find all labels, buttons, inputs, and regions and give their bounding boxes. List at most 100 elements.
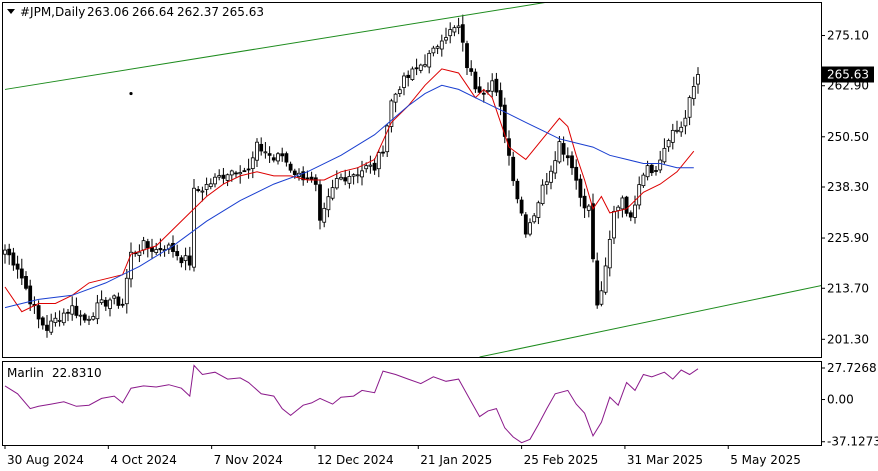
candle-body [498, 90, 503, 107]
candle-body [246, 168, 251, 171]
candle-body [183, 255, 188, 262]
candle-body [519, 199, 524, 214]
candle-body [347, 175, 352, 184]
candle-body [91, 316, 96, 320]
candle-body [418, 64, 423, 71]
candle-body [612, 211, 616, 239]
collapse-triangle-icon[interactable] [7, 9, 15, 14]
candle-body [301, 171, 306, 181]
candle-body [309, 176, 314, 180]
candle-body [141, 240, 146, 251]
candle-body [444, 37, 448, 41]
candle-body [502, 104, 507, 137]
candle-body [351, 174, 356, 177]
candle-body [187, 255, 192, 266]
candle-body [565, 155, 570, 159]
candle-body [431, 47, 436, 54]
candle-body [196, 189, 201, 192]
candle-body [540, 184, 545, 205]
candle-body [486, 90, 490, 92]
candle-body [414, 67, 419, 70]
candle-body [607, 239, 612, 269]
candle-body [473, 71, 478, 90]
candle-body [595, 260, 600, 306]
candle-body [19, 268, 24, 279]
candle-body [276, 153, 280, 162]
candle-body [624, 196, 629, 214]
candle-body [145, 241, 150, 249]
candle-body [318, 184, 322, 221]
candle-body [662, 147, 667, 163]
indicator-chart-area[interactable] [4, 364, 699, 444]
indicator-plot-content [4, 364, 699, 444]
candle-body [448, 29, 453, 37]
candle-body [217, 175, 222, 178]
price-chart-area[interactable] [3, 0, 825, 357]
candle-body [435, 46, 440, 49]
candle-body [24, 275, 28, 289]
low-value: 262.37 [177, 5, 219, 19]
price-axis-label: 201.30 [827, 332, 869, 346]
candle-body [465, 43, 469, 69]
upper-channel-trendline[interactable] [4, 0, 593, 90]
candle-body [649, 164, 654, 174]
last-price-label: 265.63 [827, 67, 869, 81]
axes-layer: 275.10262.90250.50238.30225.90213.70201.… [4, 29, 878, 467]
candle-body [66, 311, 70, 314]
candle-body [515, 180, 520, 200]
candle-body [679, 126, 684, 133]
candle-body [45, 324, 49, 331]
candle-body [528, 222, 532, 235]
candle-body [330, 187, 335, 199]
candle-body [423, 64, 427, 67]
candle-body [213, 176, 217, 185]
candle-body [339, 176, 343, 180]
candle-body [633, 204, 637, 218]
symbol-label: #JPM,Daily [20, 5, 85, 19]
candle-body [200, 190, 205, 193]
candle-body [490, 80, 495, 92]
candle-body [666, 140, 671, 148]
candle-body [343, 177, 348, 182]
candle-body [120, 303, 125, 306]
candle-body [355, 174, 360, 177]
candle-body [129, 251, 133, 280]
candle-body [456, 25, 461, 29]
time-axis-label: 31 Mar 2025 [627, 453, 703, 467]
candle-body [255, 141, 259, 161]
candle-body [544, 181, 549, 186]
candle-body [687, 97, 692, 118]
price-plot-content [3, 0, 824, 357]
candle-body [57, 319, 62, 322]
candle-body [280, 153, 285, 157]
candle-body [591, 203, 595, 260]
price-panel-border [2, 2, 822, 358]
candle-body [494, 78, 499, 93]
candle-body [578, 178, 583, 198]
candle-body [158, 248, 163, 251]
candle-body [263, 151, 268, 154]
candle-body [616, 206, 621, 211]
candle-body [603, 265, 608, 293]
lower-channel-trendline[interactable] [479, 285, 824, 357]
indicator-axis-label: 0.00 [827, 393, 854, 407]
candle-body [99, 299, 104, 304]
candle-body [40, 317, 45, 326]
candle-body [599, 290, 604, 305]
candle-body [154, 249, 159, 253]
candle-body [469, 68, 474, 72]
candle-body [570, 155, 574, 169]
candle-body [208, 183, 213, 187]
candle-body [313, 177, 318, 185]
candle-body [427, 52, 432, 68]
time-axis-label: 4 Oct 2024 [110, 453, 177, 467]
candle-body [675, 129, 679, 132]
high-value: 266.64 [132, 5, 174, 19]
candle-body [460, 24, 465, 43]
candle-body [15, 263, 20, 270]
candle-body [691, 86, 696, 100]
price-axis-label: 213.70 [827, 281, 869, 295]
price-axis-label: 250.50 [827, 130, 869, 144]
candle-body [284, 153, 289, 163]
candle-body [574, 166, 579, 181]
